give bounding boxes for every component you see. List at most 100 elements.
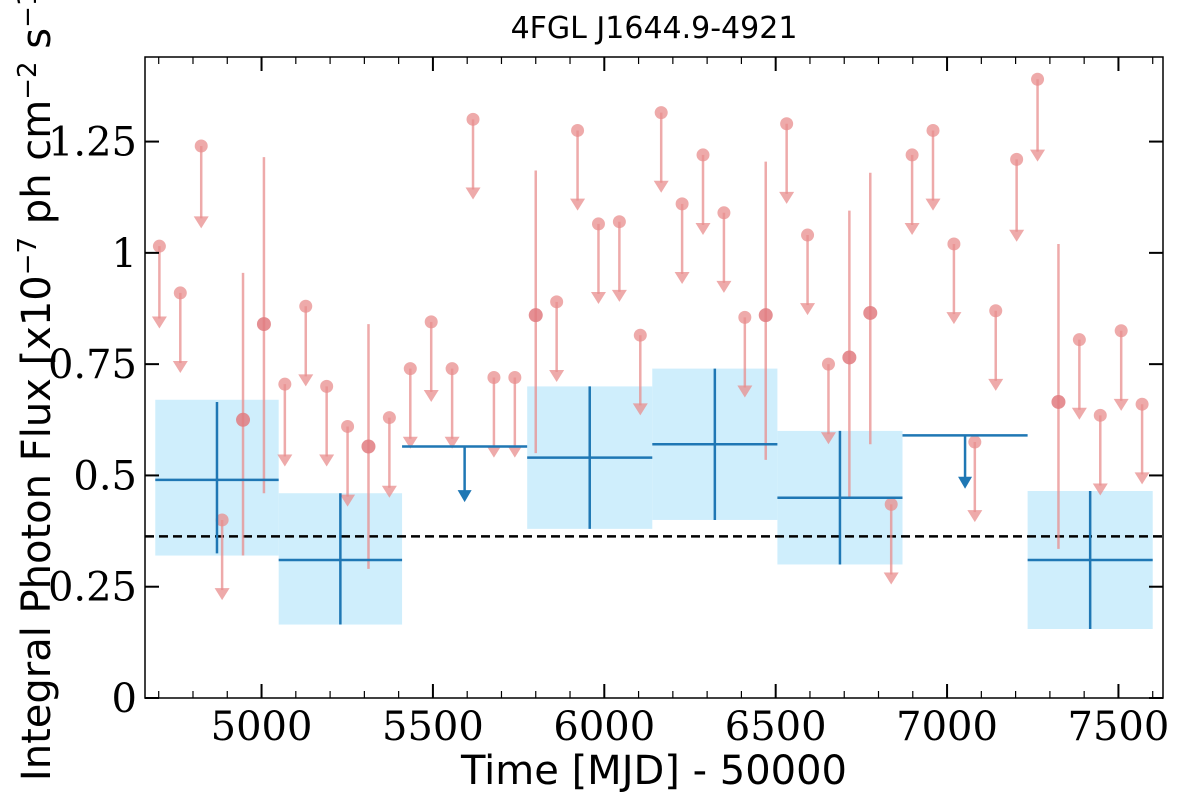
short-bin-upper-limit-point xyxy=(487,371,501,384)
short-bin-point xyxy=(256,317,271,332)
plot-frame xyxy=(144,56,1164,699)
short-bin-upper-limit-point xyxy=(215,513,229,527)
x-tick-label: 6500 xyxy=(725,704,827,750)
axis-ticks: 5000 5500 6000 6500 7000 7500 0 0.25 0.5 0.75 1 1.2… xyxy=(48,57,1169,750)
short-bin-upper-limit-point xyxy=(905,148,919,162)
short-bin-upper-limit-arrow xyxy=(632,403,648,416)
short-bin-point xyxy=(361,439,376,454)
short-bin-upper-limit-point xyxy=(633,328,647,342)
short-bin-upper-limit-point xyxy=(1072,333,1086,347)
x-tick-label: 5000 xyxy=(211,704,313,750)
short-bin-point xyxy=(528,308,543,323)
short-bin-upper-limit-point xyxy=(591,217,605,231)
short-bin-upper-limit-point xyxy=(424,315,438,329)
short-bin-upper-limit-arrow xyxy=(444,436,460,449)
y-tick-label: 0.75 xyxy=(48,342,137,388)
short-bin-upper-limit-arrow xyxy=(1071,407,1087,420)
short-bin-upper-limit-arrow xyxy=(507,445,523,458)
short-bin-upper-limit-arrow xyxy=(1113,398,1129,411)
short-bin-upper-limit-arrow xyxy=(1134,472,1150,485)
y-tick-label: 1.25 xyxy=(48,120,137,166)
short-bin-upper-limit-arrow xyxy=(214,588,230,601)
short-bin-upper-limit-point xyxy=(194,139,208,153)
short-bin-point xyxy=(1051,394,1066,409)
short-bin-upper-limit-point xyxy=(738,310,752,324)
short-bin-upper-limit-point xyxy=(173,286,187,300)
short-bin-upper-limit-arrow xyxy=(340,494,356,507)
short-bin-upper-limit-arrow xyxy=(820,432,836,445)
short-bin-upper-limit-arrow xyxy=(1092,483,1108,496)
short-bin-upper-limit-point xyxy=(675,197,689,211)
short-bin-upper-limit-arrow xyxy=(611,289,627,302)
short-bin-point xyxy=(758,308,773,323)
short-bin-upper-limit-arrow xyxy=(423,389,439,402)
short-bin-upper-limit-point xyxy=(341,419,355,433)
short-bin-upper-limit-point xyxy=(654,106,668,120)
short-bin-upper-limit-arrow xyxy=(716,280,732,293)
x-tick-label: 7500 xyxy=(1068,704,1170,750)
short-bin-upper-limit-arrow xyxy=(570,198,586,211)
short-bin-upper-limit-point xyxy=(989,304,1003,318)
short-bin-upper-limit-point xyxy=(1135,397,1149,411)
short-bin-upper-limit-arrow xyxy=(298,374,314,387)
y-tick-label: 1 xyxy=(112,231,137,277)
short-bin-upper-limit-arrow xyxy=(925,198,941,211)
short-bin-point xyxy=(236,412,251,427)
short-bin-upper-limit-arrow xyxy=(193,216,209,229)
short-bin-upper-limit-point xyxy=(947,237,961,251)
y-label-segment: ph cm xyxy=(14,100,60,237)
short-bin-upper-limit-point xyxy=(780,117,794,131)
short-bin-upper-limit-point xyxy=(550,295,564,309)
long-bin-bands xyxy=(155,368,1153,630)
short-bin-upper-limit-arrow xyxy=(465,187,481,200)
chart-title: 4FGL J1644.9-4921 xyxy=(511,11,798,46)
short-bin-upper-limit-point xyxy=(1114,324,1128,338)
short-bin-upper-limit-point xyxy=(884,497,898,511)
short-bin-points xyxy=(151,72,1150,601)
short-bin-point xyxy=(842,350,857,365)
short-bin-upper-limit-point xyxy=(278,377,292,391)
short-bin-upper-limit-arrow xyxy=(381,485,397,498)
long-bin-upper-limit-arrow xyxy=(457,490,472,503)
short-bin-upper-limit-point xyxy=(696,148,710,162)
short-bin-upper-limit-point xyxy=(926,123,940,137)
short-bin-upper-limit-arrow xyxy=(1030,149,1046,162)
x-tick-label: 5500 xyxy=(382,704,484,750)
x-tick-label: 6000 xyxy=(553,704,655,750)
short-bin-upper-limit-point xyxy=(299,299,313,313)
x-tick-label: 7000 xyxy=(896,704,998,750)
short-bin-upper-limit-point xyxy=(445,362,459,376)
long-bin-upper-limit-arrow xyxy=(958,476,973,489)
short-bin-upper-limit-point xyxy=(152,239,166,253)
short-bin-upper-limit-arrow xyxy=(946,312,962,325)
short-bin-upper-limit-point xyxy=(382,411,396,425)
short-bin-upper-limit-arrow xyxy=(653,180,669,193)
short-bin-upper-limit-arrow xyxy=(277,454,293,467)
y-label-exponent: −7 xyxy=(13,237,43,275)
short-bin-upper-limit-arrow xyxy=(486,445,502,458)
short-bin-upper-limit-arrow xyxy=(988,378,1004,391)
short-bin-point xyxy=(863,305,878,320)
y-axis-label: Integral Photon Flux [x10−7 ph cm−2 s−1] xyxy=(13,0,60,781)
short-bin-upper-limit-point xyxy=(717,206,731,220)
short-bin-upper-limit-arrow xyxy=(674,272,690,285)
y-label-segment: s xyxy=(14,28,60,62)
short-bin-upper-limit-arrow xyxy=(151,316,167,329)
x-axis-label: Time [MJD] - 50000 xyxy=(460,748,847,794)
short-bin-upper-limit-point xyxy=(571,123,585,137)
short-bin-upper-limit-arrow xyxy=(800,303,816,316)
y-label-exponent: −1 xyxy=(13,0,43,28)
short-bin-upper-limit-arrow xyxy=(590,292,606,305)
short-bin-upper-limit-point xyxy=(403,362,417,376)
short-bin-upper-limit-point xyxy=(612,215,626,229)
y-tick-label: 0.25 xyxy=(48,565,137,611)
short-bin-upper-limit-arrow xyxy=(172,361,188,374)
short-bin-upper-limit-point xyxy=(801,228,815,242)
y-tick-label: 0 xyxy=(112,676,137,722)
long-bin-points xyxy=(155,368,1153,630)
short-bin-upper-limit-point xyxy=(1031,72,1045,86)
short-bin-upper-limit-point xyxy=(1093,408,1107,422)
short-bin-upper-limit-arrow xyxy=(779,191,795,204)
y-tick-label: 0.5 xyxy=(73,453,137,499)
